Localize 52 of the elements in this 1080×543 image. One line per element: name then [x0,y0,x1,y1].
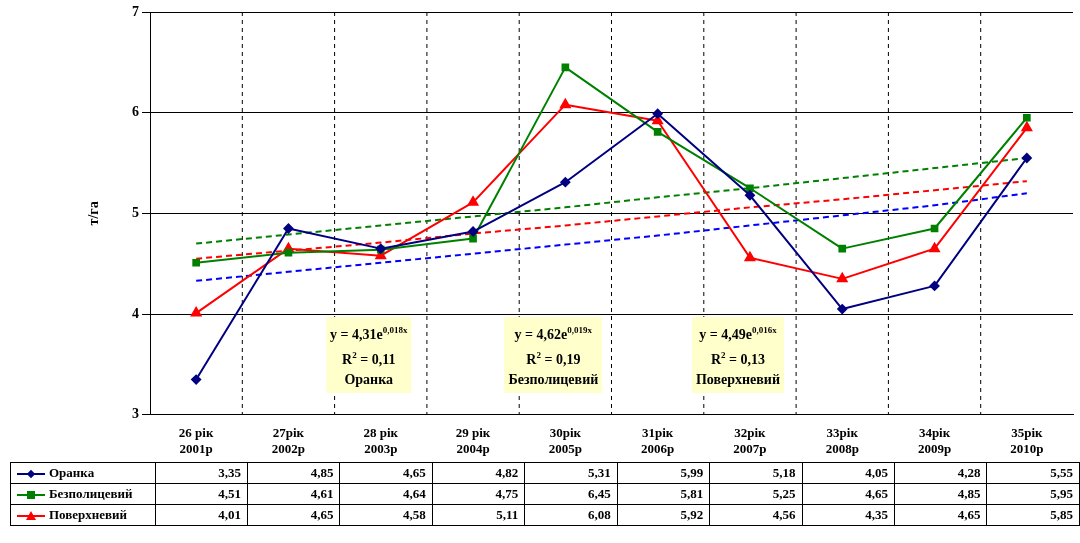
data-label: 4,85 [247,462,340,484]
y-tick-label: 7 [132,3,139,19]
y-axis-title: т/га [86,201,102,226]
data-label: 5,81 [617,483,710,505]
data-label: 4,65 [894,504,987,526]
data-label: 4,65 [247,504,340,526]
data-label: 4,65 [339,462,433,484]
data-label: 5,95 [986,483,1080,505]
text: y = 4,62e$^{0,019x}$ R$^{2}$ = 0,19 Безполицевий [508,325,599,388]
x-tick-label: 33рік 2008р [825,424,859,456]
x-tick-label: 34рік 2009р [917,424,952,456]
data-label: 5,99 [617,462,710,484]
data-label: 4,82 [432,462,525,484]
x-tick-label: 28 рік 2003р [363,424,399,456]
data-label: 6,45 [524,483,618,505]
data-label: 4,35 [802,504,895,526]
data-label: 4,85 [894,483,987,505]
data-label: 4,28 [894,462,987,484]
x-tick-label: 35рік 2010р [1010,424,1044,456]
y-tick-label: 4 [132,305,139,321]
data-label: 5,85 [986,504,1080,526]
data-label: 4,01 [155,504,248,526]
data-label: 4,05 [802,462,895,484]
data-label: 5,55 [986,462,1080,484]
x-tick-label: 30рік 2005р [548,424,582,456]
data-label: 4,75 [432,483,525,505]
data-label: 5,92 [617,504,710,526]
legend-label: Поверхневий [10,504,156,526]
y-tick-label: 3 [132,406,139,422]
x-tick-label: 32рік 2007р [733,424,767,456]
data-label: 5,18 [709,462,803,484]
data-label: 4,64 [339,483,433,505]
legend-label: Безполицевий [10,483,156,505]
x-tick-label: 31рік 2006р [641,424,675,456]
x-tick-label: 26 рік 2001р [178,424,214,456]
data-label: 4,56 [709,504,803,526]
data-label: 4,65 [802,483,895,505]
x-tick-label: 27рік 2002р [271,424,306,456]
x-tick-label: 29 рік 2004р [455,424,491,456]
data-label: 5,25 [709,483,803,505]
data-label: 3,35 [155,462,248,484]
legend-label: Оранка [10,462,156,484]
data-label: 5,31 [524,462,618,484]
data-label: 6,08 [524,504,618,526]
data-label: 4,58 [339,504,433,526]
text: y = 4,49e$^{0,016x}$ R$^{2}$ = 0,13 Поверхневий [695,325,780,388]
y-tick-label: 5 [132,205,139,221]
data-label: 4,51 [155,483,248,505]
data-label: 5,11 [432,504,525,526]
text: y = 4,31e$^{0,018x}$ R$^{2}$ = 0,11 Оранка [330,325,408,388]
y-tick-label: 6 [132,104,139,120]
data-label: 4,61 [247,483,340,505]
